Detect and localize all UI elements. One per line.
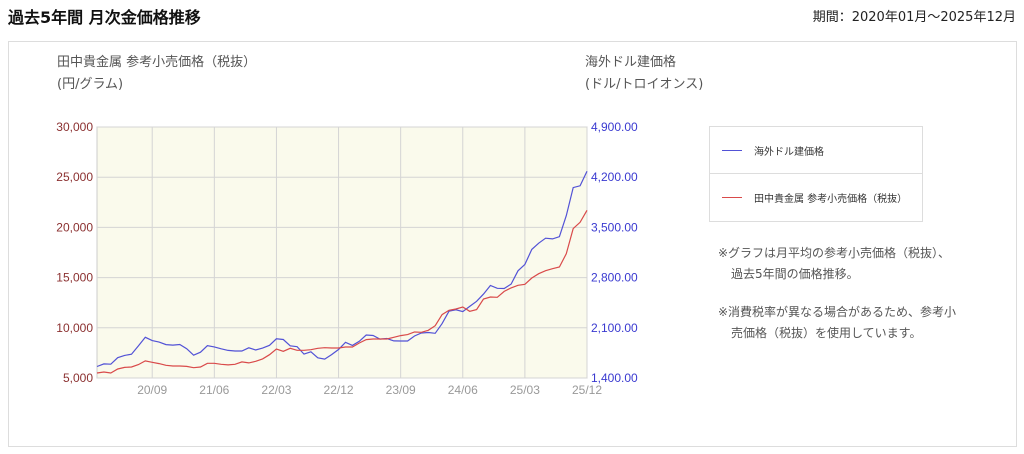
note-1-line1: ※グラフは月平均の参考小売価格（税抜）、 — [718, 246, 951, 260]
x-tick-label: 23/09 — [386, 383, 416, 397]
right-axis-title-line2: (ドル/トロイオンス) — [585, 77, 704, 92]
legend-label-jpy: 田中貴金属 参考小売価格（税抜） — [754, 193, 908, 205]
left-axis-title-line1: 田中貴金属 参考小売価格（税抜） — [57, 55, 257, 70]
right-tick-label: 3,500.00 — [591, 220, 638, 234]
plot-area — [96, 126, 588, 379]
x-tick-label: 25/03 — [510, 383, 540, 397]
right-tick-label: 4,900.00 — [591, 120, 638, 134]
note-2-line2: 売価格（税抜）を使用しています。 — [731, 326, 922, 340]
x-tick-label: 22/12 — [324, 383, 354, 397]
price-chart: 5,000 1,400.00 10,000 2,100.00 15,000 2,800.0… — [56, 120, 638, 397]
left-axis-title: 田中貴金属 参考小売価格（税抜） (円/グラム) — [57, 52, 256, 96]
x-tick-label: 25/12 — [572, 383, 602, 397]
x-tick-label: 20/09 — [137, 383, 167, 397]
left-tick-label: 10,000 — [56, 321, 93, 335]
legend-item-jpy: 田中貴金属 参考小売価格（税抜） — [710, 173, 922, 220]
right-tick-label: 1,400.00 — [591, 371, 638, 385]
right-tick-label: 2,800.00 — [591, 271, 638, 285]
left-axis-title-line2: (円/グラム) — [57, 77, 124, 92]
legend-item-usd: 海外ドル建価格 — [710, 127, 922, 173]
right-tick-label: 4,200.00 — [591, 170, 638, 184]
chart-notes: ※グラフは月平均の参考小売価格（税抜）、過去5年間の価格推移。 ※消費税率が異な… — [718, 243, 956, 361]
right-axis-title: 海外ドル建価格 (ドル/トロイオンス) — [585, 52, 703, 96]
left-tick-label: 15,000 — [56, 271, 93, 285]
right-tick-label: 2,100.00 — [591, 321, 638, 335]
series-line-usd — [96, 171, 588, 368]
chart-legend: 海外ドル建価格 田中貴金属 参考小売価格（税抜） — [709, 126, 923, 222]
chart-panel — [8, 41, 1017, 447]
legend-swatch-usd — [722, 149, 742, 151]
left-tick-label: 25,000 — [56, 170, 93, 184]
legend-label-usd: 海外ドル建価格 — [754, 146, 824, 158]
series-line-jpy — [96, 210, 588, 374]
x-tick-label: 24/06 — [448, 383, 478, 397]
note-2-line1: ※消費税率が異なる場合があるため、参考小 — [718, 305, 957, 319]
x-tick-label: 21/06 — [199, 383, 229, 397]
page-title: 過去5年間 月次金価格推移 — [8, 8, 201, 27]
note-1-line2: 過去5年間の価格推移。 — [731, 267, 859, 281]
period-label: 期間：2020年01月～2025年12月 — [812, 10, 1016, 25]
x-tick-label: 22/03 — [261, 383, 291, 397]
right-axis-title-line1: 海外ドル建価格 — [585, 55, 677, 70]
left-tick-label: 5,000 — [63, 371, 93, 385]
legend-swatch-jpy — [722, 196, 742, 198]
left-tick-label: 30,000 — [56, 120, 93, 134]
left-tick-label: 20,000 — [56, 220, 93, 234]
